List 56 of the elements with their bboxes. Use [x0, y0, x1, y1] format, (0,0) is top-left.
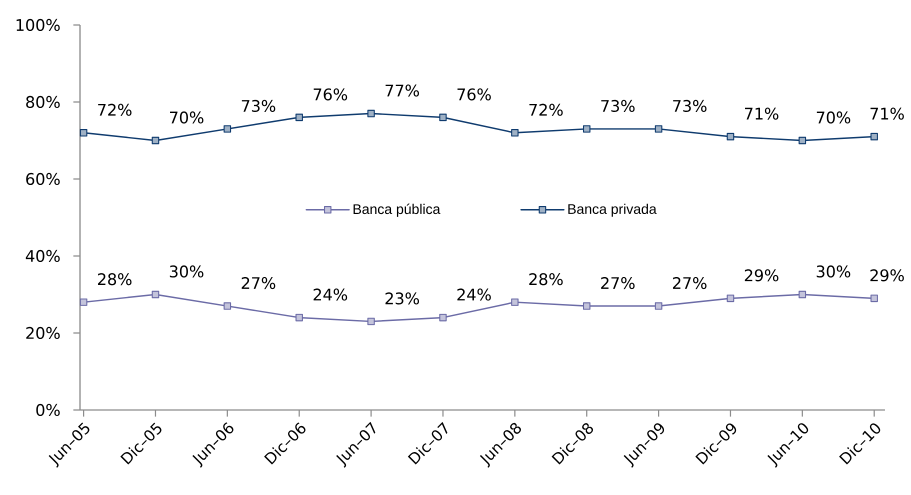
data-label: 70% — [170, 111, 204, 124]
data-label: 29% — [744, 269, 778, 282]
data-label: 27% — [242, 276, 276, 290]
data-label: 29% — [870, 269, 904, 282]
point — [511, 298, 519, 306]
point — [654, 125, 662, 133]
data-label: 30% — [816, 265, 850, 278]
data-label: 23% — [385, 292, 419, 304]
y-tick-label: 100% — [16, 18, 60, 32]
data-label: 76% — [458, 88, 491, 100]
point — [870, 294, 878, 302]
y-tick-label: 0% — [36, 404, 60, 416]
point — [295, 114, 303, 122]
y-tick-label: 40% — [26, 250, 60, 262]
point — [870, 132, 878, 140]
data-label: 73% — [242, 100, 276, 112]
data-label: 27% — [601, 276, 635, 290]
data-label: 77% — [386, 84, 419, 97]
data-label: 72% — [529, 104, 563, 116]
data-label: 73% — [673, 100, 706, 112]
data-label: 72% — [98, 104, 132, 116]
legend-label: Banca pública — [354, 204, 440, 217]
data-label: 70% — [816, 111, 850, 124]
data-label: 24% — [314, 288, 348, 301]
point — [726, 294, 734, 302]
data-label: 71% — [870, 108, 904, 120]
data-label: 73% — [601, 100, 635, 112]
point — [582, 302, 590, 310]
point — [582, 125, 590, 133]
point — [439, 314, 447, 322]
point — [80, 298, 88, 306]
y-tick-label: 60% — [26, 172, 60, 186]
point — [726, 132, 734, 140]
legend-label: Banca privada — [568, 204, 657, 217]
data-label: 30% — [170, 265, 204, 278]
y-tick-label: 20% — [26, 326, 60, 340]
point — [798, 290, 806, 298]
data-label: 27% — [672, 276, 706, 290]
point — [367, 110, 375, 118]
data-label: 71% — [745, 108, 778, 120]
point — [152, 136, 160, 144]
point — [439, 114, 447, 122]
point — [152, 290, 160, 298]
data-label: 76% — [314, 88, 348, 100]
point — [224, 302, 232, 310]
data-label: 24% — [457, 288, 491, 301]
point — [295, 314, 303, 322]
point — [654, 302, 662, 310]
point — [80, 129, 88, 137]
data-label: 28% — [529, 273, 563, 286]
data-label: 28% — [98, 273, 132, 286]
point — [511, 129, 519, 137]
point — [367, 318, 375, 326]
point — [798, 136, 806, 144]
y-tick-label: 80% — [26, 96, 60, 108]
point — [224, 125, 232, 133]
